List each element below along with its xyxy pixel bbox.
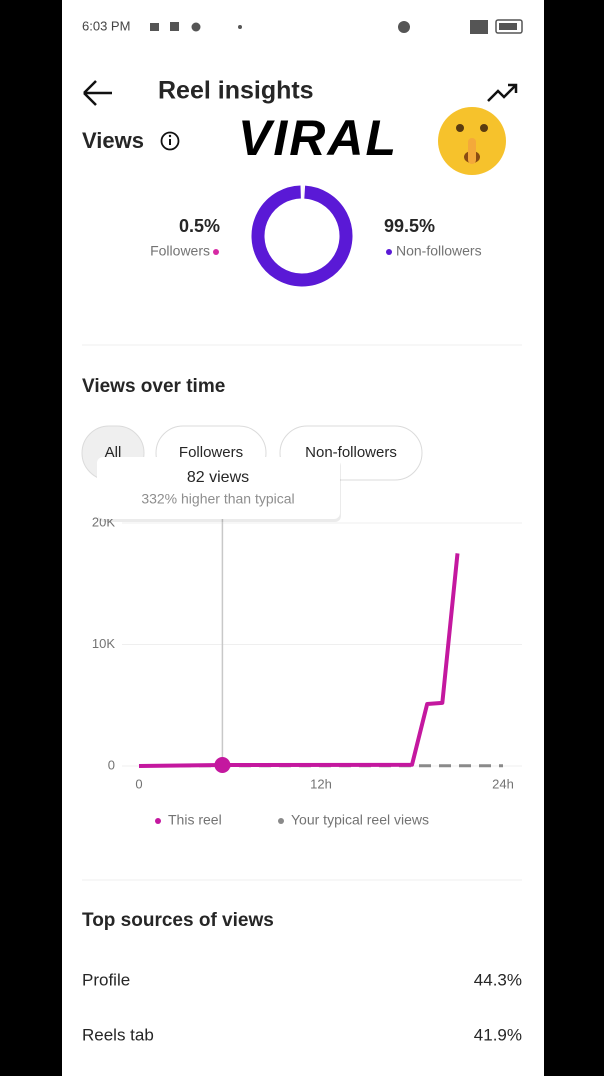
section-title: Top sources of views [82, 910, 274, 931]
x-tick-label: 24h [492, 776, 514, 791]
status-time: 6:03 PM [82, 18, 130, 33]
app-panel [62, 0, 544, 1076]
legend-dot [278, 818, 284, 824]
sources-list: Profile 44.3% Reels tab 41.9% [82, 970, 522, 1044]
section-title: Views over time [82, 376, 225, 397]
series-line [138, 553, 460, 768]
source-name: Profile [82, 970, 130, 989]
donut-value: 0.5% [179, 216, 220, 236]
tab-label: Non-followers [305, 444, 397, 461]
x-tick-label: 0 [135, 776, 142, 791]
y-tick-label: 10K [92, 636, 115, 651]
donut: 0.5% Followers 99.5% Non-followers [150, 185, 482, 287]
tooltip [97, 457, 340, 519]
legend-label: Your typical reel views [291, 812, 429, 828]
legend-dot [386, 249, 392, 255]
legend-dot [213, 249, 219, 255]
highlight-point [214, 757, 231, 774]
views-title: Views [82, 128, 144, 153]
page-title: Reel insights [158, 77, 314, 105]
donut-segment [251, 185, 353, 287]
tab-label: Followers [179, 444, 243, 461]
trend-icon[interactable] [487, 83, 518, 102]
legend-label: This reel [168, 812, 222, 828]
emoji-sticker [438, 107, 506, 175]
donut-legend: Followers [150, 243, 210, 259]
donut-value: 99.5% [384, 216, 435, 236]
y-tick-label: 0 [108, 757, 115, 772]
source-name: Reels tab [82, 1025, 154, 1044]
tab-label: All [105, 444, 122, 461]
source-value: 44.3% [474, 970, 522, 989]
back-button[interactable] [83, 80, 112, 106]
viral-sticker: VIRAL [238, 110, 398, 166]
tooltip-title: 82 views [187, 469, 249, 486]
info-icon[interactable] [160, 131, 180, 151]
status-icons [150, 19, 523, 34]
donut-legend: Non-followers [396, 243, 482, 259]
source-value: 41.9% [474, 1025, 522, 1044]
x-tick-label: 12h [310, 776, 332, 791]
legend-dot [155, 818, 161, 824]
tooltip-subtitle: 332% higher than typical [141, 491, 294, 507]
